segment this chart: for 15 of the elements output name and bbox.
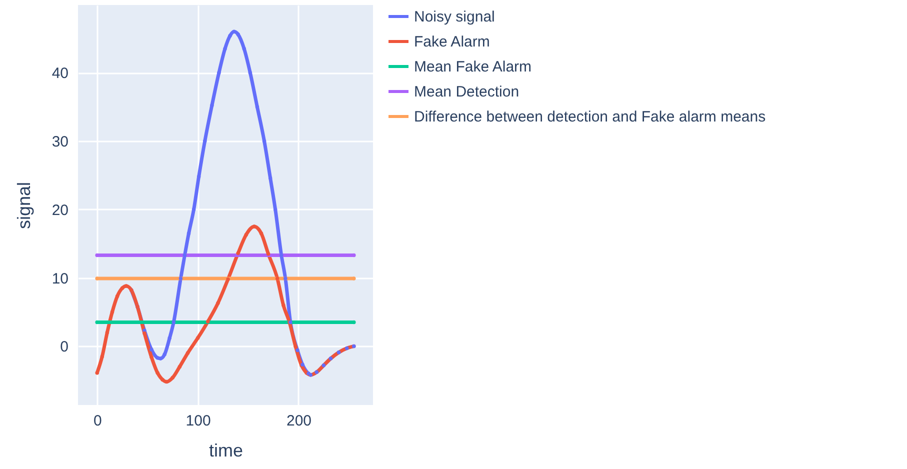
legend-label: Mean Detection <box>414 84 520 100</box>
y-tick-label: 10 <box>52 270 68 288</box>
legend-label: Fake Alarm <box>414 34 490 50</box>
legend-label: Noisy signal <box>414 8 495 26</box>
y-tick-label: 30 <box>52 134 68 151</box>
x-tick-label: 0 <box>93 412 102 430</box>
legend-label: Difference between detection and Fake alarm means <box>414 108 766 126</box>
y-tick-label: 20 <box>52 202 68 219</box>
x-tick-label: 100 <box>186 412 211 430</box>
x-axis-title: time <box>208 440 244 460</box>
y-tick-label: 0 <box>60 338 68 356</box>
y-tick-label: 40 <box>52 65 68 82</box>
y-axis-title: signal <box>14 182 34 230</box>
x-tick-label: 200 <box>286 412 312 430</box>
legend-label: Mean Fake Alarm <box>414 58 532 76</box>
